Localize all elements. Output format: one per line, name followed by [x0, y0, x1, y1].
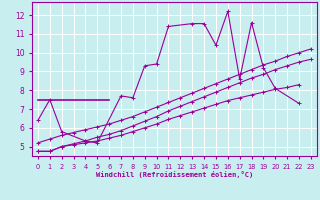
X-axis label: Windchill (Refroidissement éolien,°C): Windchill (Refroidissement éolien,°C): [96, 171, 253, 178]
